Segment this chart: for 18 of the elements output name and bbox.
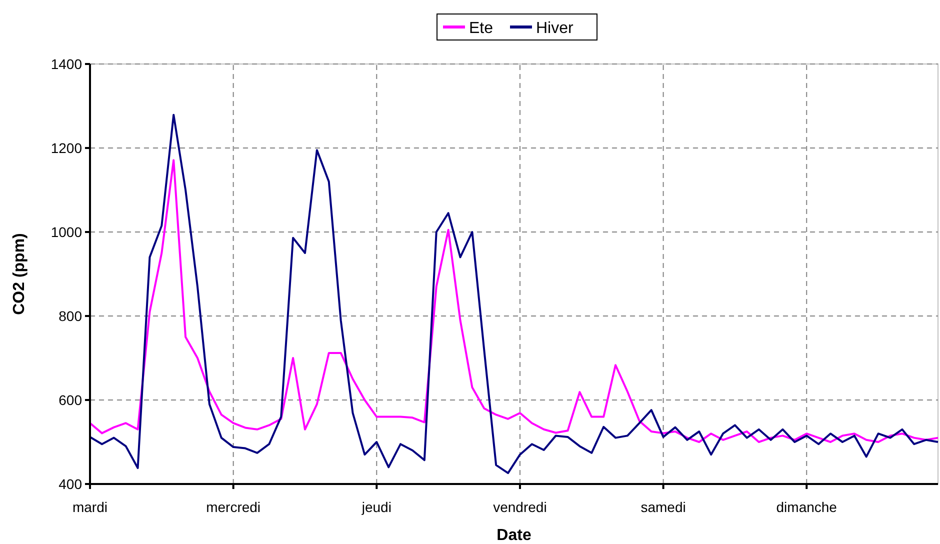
line-series bbox=[89, 114, 939, 474]
y-tick-label: 1200 bbox=[50, 140, 82, 156]
x-tick-label: mercredi bbox=[206, 499, 261, 515]
y-tick-label: 1400 bbox=[50, 56, 82, 72]
x-tick-label: samedi bbox=[640, 499, 686, 515]
x-tick-label: dimanche bbox=[776, 499, 838, 515]
y-tick-label: 1000 bbox=[50, 224, 82, 240]
y-tick-label: 800 bbox=[58, 308, 82, 324]
legend-label: Hiver bbox=[536, 20, 574, 37]
x-axis-title: Date bbox=[496, 527, 532, 544]
line-series bbox=[89, 159, 939, 443]
x-tick-label: vendredi bbox=[493, 499, 547, 515]
x-tick-label: jeudi bbox=[360, 499, 392, 515]
legend-label: Ete bbox=[469, 20, 494, 37]
y-tick-label: 600 bbox=[58, 392, 82, 408]
y-axis-title: CO2 (ppm) bbox=[11, 233, 28, 315]
x-tick-label: mardi bbox=[72, 499, 108, 515]
y-tick-label: 400 bbox=[58, 476, 82, 492]
